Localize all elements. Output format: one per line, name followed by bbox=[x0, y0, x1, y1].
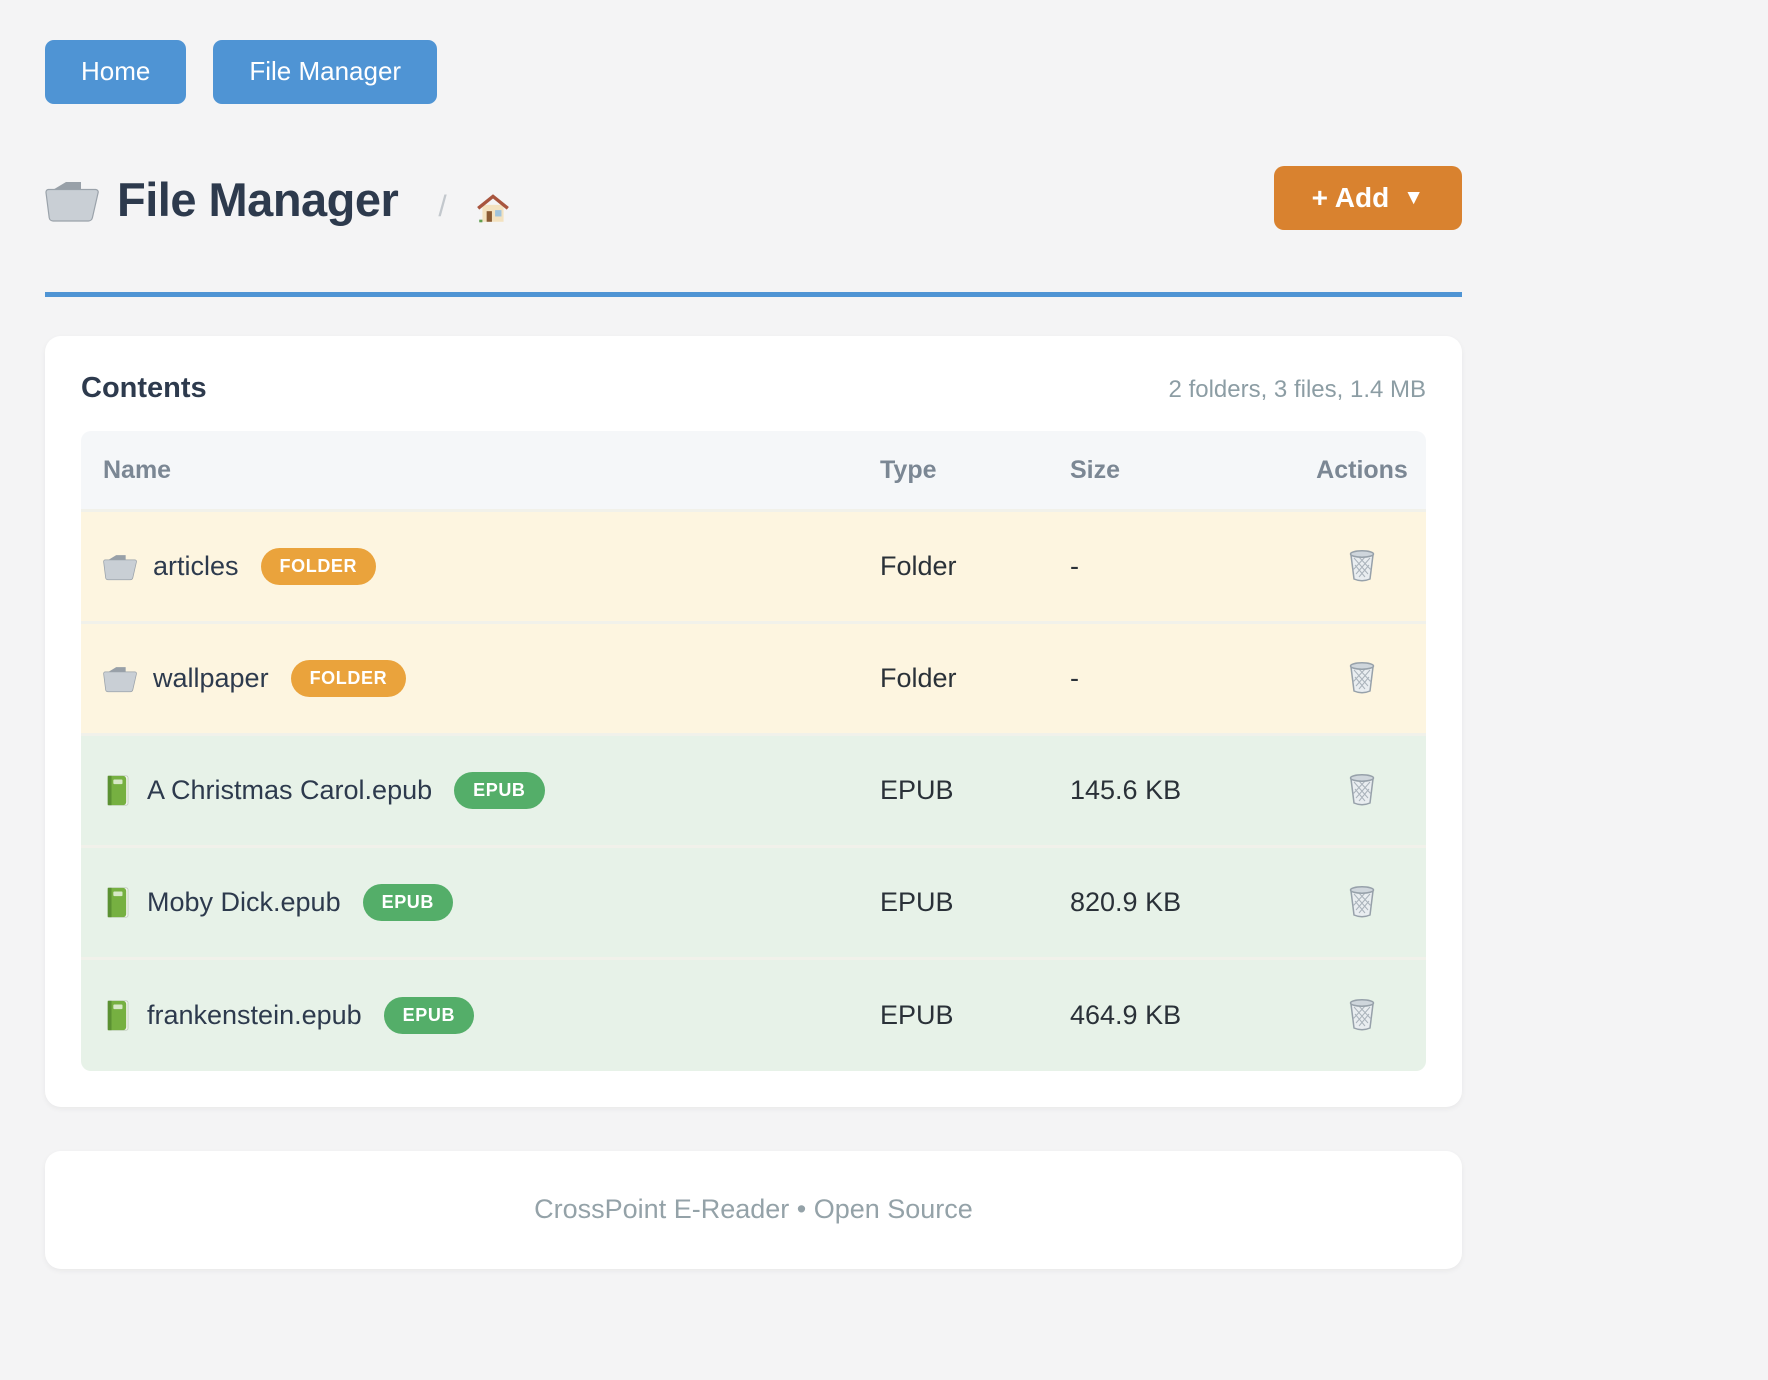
contents-card: Contents 2 folders, 3 files, 1.4 MB Name… bbox=[45, 335, 1462, 1107]
contents-title: Contents bbox=[81, 371, 207, 404]
column-header-size: Size bbox=[1070, 455, 1121, 484]
trash-icon bbox=[1347, 660, 1377, 694]
add-button[interactable]: + Add ▼ bbox=[1273, 165, 1462, 230]
file-table: Name Type Size Actions art bbox=[81, 430, 1426, 1071]
column-header-actions: Actions bbox=[1316, 455, 1408, 484]
type-cell: EPUB bbox=[880, 1000, 954, 1031]
item-name[interactable]: Moby Dick.epub bbox=[147, 887, 341, 918]
footer: CrossPoint E-Reader • Open Source bbox=[45, 1150, 1462, 1269]
folder-badge: FOLDER bbox=[290, 660, 407, 698]
book-icon bbox=[103, 886, 131, 919]
contents-summary: 2 folders, 3 files, 1.4 MB bbox=[1168, 375, 1426, 403]
table-row: A Christmas Carol.epub EPUB EPUB 145.6 K… bbox=[81, 734, 1426, 847]
type-cell: EPUB bbox=[880, 887, 954, 918]
trash-icon bbox=[1347, 884, 1377, 918]
trash-icon bbox=[1347, 997, 1377, 1031]
table-row: frankenstein.epub EPUB EPUB 464.9 KB bbox=[81, 958, 1426, 1071]
item-name[interactable]: frankenstein.epub bbox=[147, 1000, 362, 1031]
trash-icon bbox=[1347, 548, 1377, 582]
page-title: File Manager bbox=[117, 173, 399, 227]
epub-badge: EPUB bbox=[362, 884, 454, 922]
folder-icon bbox=[103, 552, 137, 581]
size-cell: 464.9 KB bbox=[1070, 1000, 1182, 1031]
delete-button[interactable] bbox=[1343, 656, 1381, 698]
item-name[interactable]: articles bbox=[153, 551, 239, 582]
home-button[interactable]: Home bbox=[45, 40, 187, 104]
top-nav: Home File Manager bbox=[45, 0, 1462, 104]
table-header-row: Name Type Size Actions bbox=[81, 430, 1426, 511]
column-header-name: Name bbox=[103, 455, 172, 484]
delete-button[interactable] bbox=[1343, 768, 1381, 810]
caret-down-icon: ▼ bbox=[1403, 185, 1424, 209]
book-icon bbox=[103, 999, 131, 1032]
home-icon[interactable] bbox=[475, 191, 511, 225]
column-header-type: Type bbox=[880, 455, 937, 484]
size-cell: 145.6 KB bbox=[1070, 775, 1182, 806]
type-cell: EPUB bbox=[880, 775, 954, 806]
delete-button[interactable] bbox=[1343, 544, 1381, 586]
book-icon bbox=[103, 774, 131, 807]
table-row: wallpaper FOLDER Folder - bbox=[81, 622, 1426, 735]
trash-icon bbox=[1347, 772, 1377, 806]
folder-icon bbox=[45, 177, 99, 223]
size-cell: 820.9 KB bbox=[1070, 887, 1182, 918]
epub-badge: EPUB bbox=[454, 772, 545, 810]
item-name[interactable]: A Christmas Carol.epub bbox=[147, 775, 433, 806]
delete-button[interactable] bbox=[1343, 880, 1381, 922]
item-name[interactable]: wallpaper bbox=[153, 663, 269, 694]
folder-icon bbox=[103, 664, 137, 693]
add-button-label: + Add bbox=[1311, 181, 1390, 213]
title-divider bbox=[45, 291, 1462, 297]
type-cell: Folder bbox=[880, 663, 957, 694]
epub-badge: EPUB bbox=[383, 997, 475, 1035]
size-cell: - bbox=[1070, 663, 1079, 694]
table-row: articles FOLDER Folder - bbox=[81, 510, 1426, 623]
footer-text: CrossPoint E-Reader • Open Source bbox=[534, 1194, 973, 1225]
table-row: Moby Dick.epub EPUB EPUB 820.9 KB bbox=[81, 846, 1426, 959]
file-manager-button[interactable]: File Manager bbox=[213, 40, 438, 104]
type-cell: Folder bbox=[880, 551, 957, 582]
folder-badge: FOLDER bbox=[260, 548, 377, 586]
breadcrumb-separator: / bbox=[438, 189, 447, 223]
page-header: File Manager / + Add ▼ bbox=[45, 165, 1462, 230]
delete-button[interactable] bbox=[1343, 993, 1381, 1035]
size-cell: - bbox=[1070, 551, 1079, 582]
